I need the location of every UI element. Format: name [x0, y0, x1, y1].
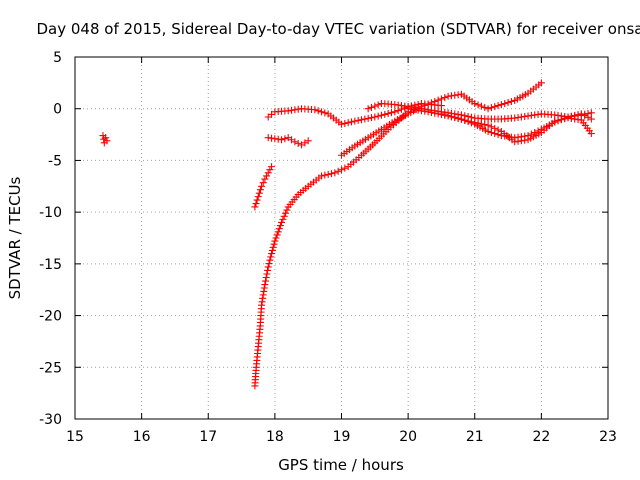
- data-point-marks: [437, 110, 595, 142]
- x-tick-label: 15: [66, 429, 84, 445]
- data-point-marks: [264, 134, 312, 149]
- y-tick-label: -25: [39, 360, 62, 376]
- series-arc-5: [264, 134, 312, 149]
- x-tick-label: 23: [599, 429, 617, 445]
- axes: 15 16 17 18 19 20 21 22 23 -30 -25 -20 -15 -10 -5 0 5: [39, 50, 617, 445]
- y-tick-label: -15: [39, 257, 62, 273]
- y-tick-label: -30: [39, 412, 62, 428]
- y-axis-label: SDTVAR / TECUs: [6, 176, 24, 299]
- data-point-marks: [264, 100, 445, 128]
- series-arc-2: [251, 163, 276, 211]
- series-arc-4: [264, 100, 445, 128]
- y-tick-label: 5: [53, 50, 62, 66]
- data-point-marks: [251, 163, 276, 211]
- series-arc-9: [437, 110, 595, 142]
- grid: [75, 57, 608, 419]
- chart-title: Day 048 of 2015, Sidereal Day-to-day VTE…: [37, 20, 640, 38]
- x-tick-label: 21: [466, 429, 484, 445]
- x-tick-label: 19: [333, 429, 351, 445]
- series-arc-3: [251, 108, 412, 390]
- y-tick-label: -10: [39, 205, 62, 221]
- data-points: [99, 79, 595, 390]
- y-tick-label: 0: [53, 102, 62, 118]
- x-tick-label: 20: [399, 429, 417, 445]
- x-tick-label: 17: [199, 429, 217, 445]
- x-tick-label: 22: [532, 429, 550, 445]
- y-tick-label: -20: [39, 309, 62, 325]
- x-tick-label: 18: [266, 429, 284, 445]
- series-arc-1: [99, 132, 111, 147]
- plot-frame: [74, 56, 609, 420]
- x-tick-label: 16: [133, 429, 151, 445]
- data-point-marks: [251, 108, 412, 390]
- data-point-marks: [99, 132, 111, 147]
- y-tick-label: -5: [48, 153, 62, 169]
- x-axis-label: GPS time / hours: [278, 456, 404, 474]
